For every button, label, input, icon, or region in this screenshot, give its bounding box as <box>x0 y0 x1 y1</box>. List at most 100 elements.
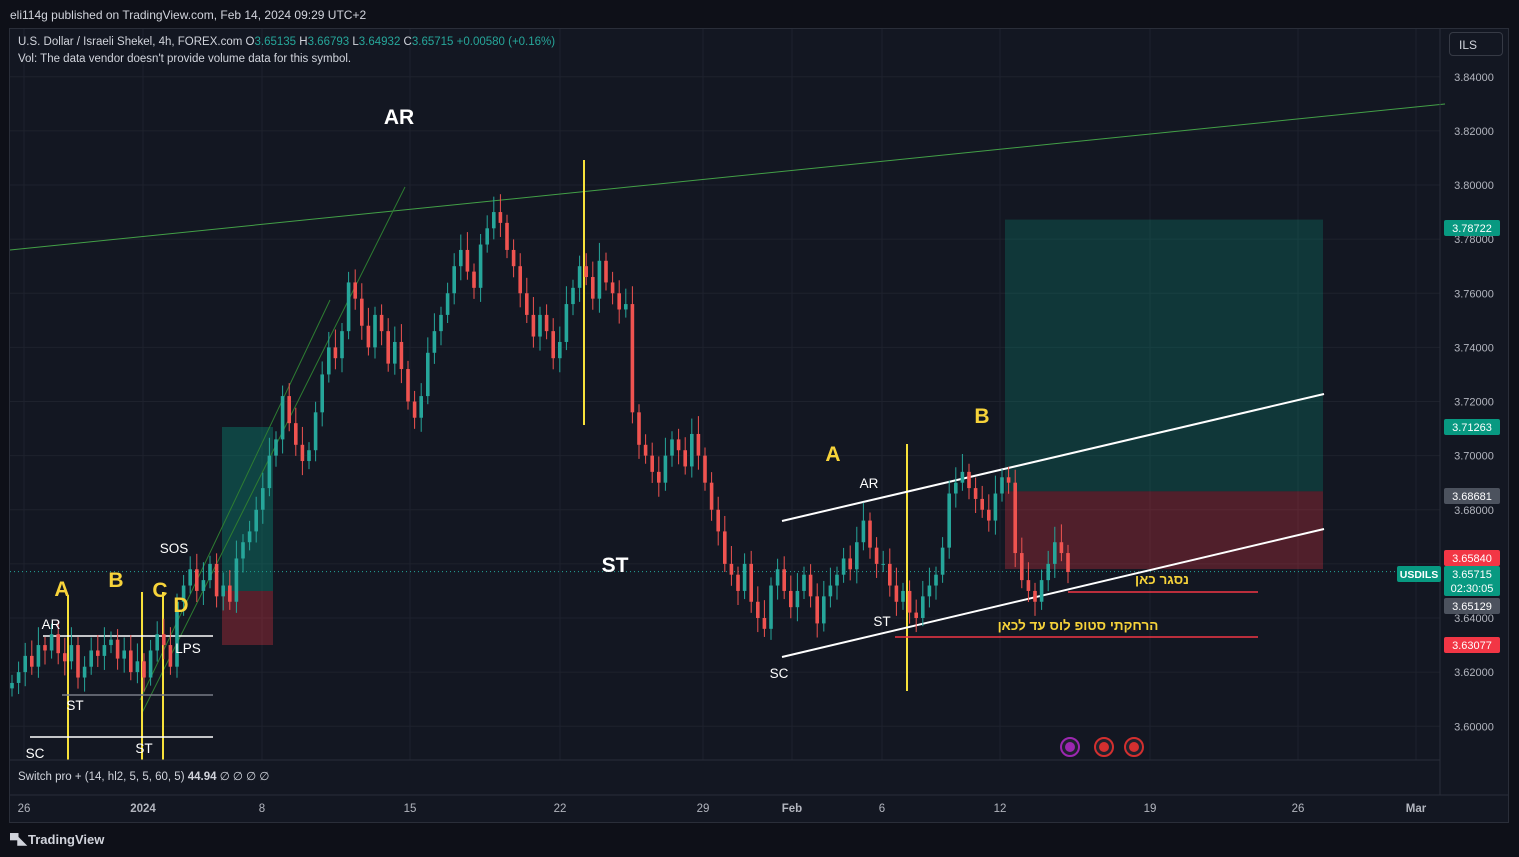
candle-body <box>115 639 120 659</box>
top-bar: eli114g published on TradingView.com, Fe… <box>0 0 1519 28</box>
annotation-label: ST <box>602 554 629 577</box>
candle <box>630 286 635 424</box>
tradingview-brand[interactable]: ▀◣ TradingView <box>10 832 104 847</box>
candle <box>577 255 582 302</box>
candle-body <box>23 655 27 673</box>
price-badge-text: 3.63077 <box>1452 640 1492 652</box>
candle <box>96 635 100 667</box>
candle <box>729 546 734 586</box>
annotation-label: LPS <box>175 641 201 656</box>
candle-body <box>1066 553 1070 572</box>
candle <box>868 512 872 559</box>
volume-note: Vol: The data vendor doesn't provide vol… <box>18 53 352 65</box>
candle-body <box>82 666 87 678</box>
time-axis: 26 2024 8 15 22 29 Feb 6 12 19 26 Mar <box>10 759 1508 815</box>
candle <box>505 214 509 259</box>
candle <box>406 360 410 410</box>
candle <box>934 566 938 600</box>
candle-body <box>591 277 595 299</box>
candle <box>1053 526 1057 578</box>
candle-body <box>538 314 542 337</box>
candle <box>267 437 272 497</box>
candle <box>168 627 173 675</box>
candle <box>261 472 265 524</box>
candle <box>544 304 549 340</box>
candle <box>815 583 819 638</box>
candle-body <box>168 645 173 667</box>
candle <box>228 570 232 610</box>
candle <box>789 575 793 619</box>
candle-body <box>69 645 74 662</box>
time-tick-label: 26 <box>1292 803 1305 815</box>
candle-body <box>1006 477 1011 483</box>
candle <box>115 629 120 670</box>
chart-frame[interactable] <box>9 28 1509 823</box>
candle <box>201 562 206 606</box>
annotation-labels: AR ST A B CD A B SOS LPS AR ST ST SC AR ST SC נסגר כאן הר… <box>26 106 1189 761</box>
candle <box>274 431 278 467</box>
time-tick-label: Mar <box>1406 803 1427 815</box>
candle-body <box>881 563 885 565</box>
candle <box>742 553 747 600</box>
candle <box>597 242 602 313</box>
candle-body <box>340 331 344 359</box>
candle <box>1059 524 1064 562</box>
candle <box>181 574 186 616</box>
annotation-label: D <box>173 594 188 617</box>
candle <box>584 253 588 286</box>
candle-body <box>835 574 839 586</box>
candle-body <box>617 293 621 310</box>
candle <box>518 253 522 308</box>
price-badge-text: 3.68681 <box>1452 491 1492 503</box>
candle <box>247 520 252 551</box>
candle <box>531 297 536 348</box>
candle-body <box>855 542 859 570</box>
candle-body <box>597 260 602 299</box>
annotation-label: AR <box>384 106 414 129</box>
candle-body <box>967 471 971 489</box>
indicator-legend[interactable]: Switch pro + (14, hl2, 5, 5, 60, 5) 44.9… <box>18 769 269 783</box>
candle <box>69 627 74 670</box>
candle <box>663 437 668 491</box>
channel-line <box>141 186 406 714</box>
candle <box>122 637 126 673</box>
candle-body <box>492 212 496 229</box>
candle <box>452 253 456 305</box>
price-badge <box>1444 637 1500 653</box>
candle <box>129 635 133 681</box>
long-target-zone <box>222 427 273 591</box>
candle <box>30 640 34 675</box>
candle <box>346 271 351 340</box>
candle-body <box>993 493 998 521</box>
candle <box>280 385 285 454</box>
candle-body <box>412 401 417 418</box>
annotation-label: ST <box>135 741 152 756</box>
candle <box>643 434 648 464</box>
candle <box>63 637 67 676</box>
candle <box>23 642 27 687</box>
candle-body <box>214 563 219 597</box>
symbol-name: U.S. Dollar / Israeli Shekel, 4h, FOREX.… <box>18 36 243 48</box>
candle-body <box>426 352 430 397</box>
candle-body <box>175 601 179 667</box>
candle <box>353 269 357 310</box>
candle-body <box>234 558 239 602</box>
bottom-bar <box>0 823 1519 857</box>
candle <box>980 485 984 518</box>
candle <box>954 467 958 508</box>
candle-body <box>135 661 140 673</box>
candle <box>313 401 318 462</box>
candle-body <box>274 439 278 456</box>
candle <box>498 194 503 237</box>
candle <box>967 463 971 500</box>
candle-body <box>808 574 813 597</box>
candle-body <box>848 558 852 570</box>
price-badges: 3.78722 3.71263 3.68681 3.65840 USDILS 3.6571… <box>1397 220 1500 653</box>
candle-body <box>188 569 192 586</box>
currency-button[interactable]: ILS <box>1449 32 1503 56</box>
candle <box>617 280 621 324</box>
candle-body <box>89 650 93 667</box>
candle-body <box>465 249 470 272</box>
candle-body <box>894 585 899 602</box>
